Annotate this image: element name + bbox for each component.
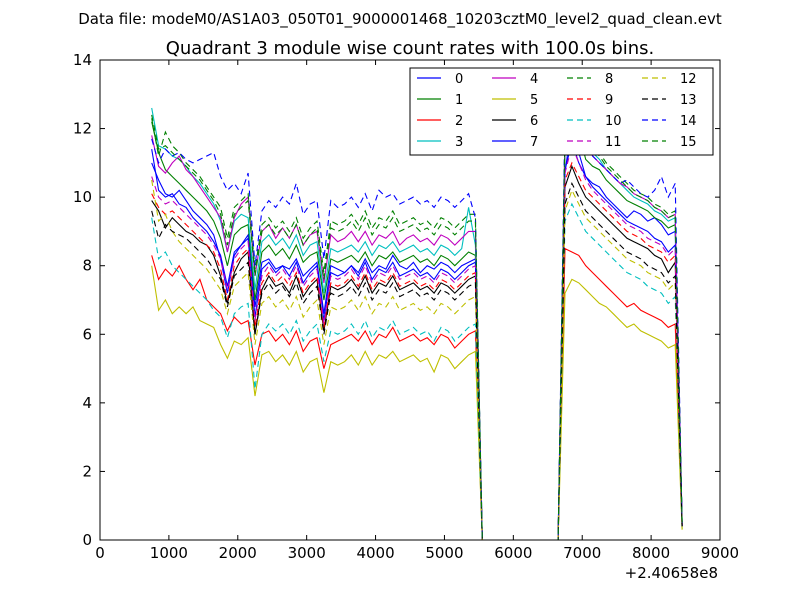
y-tick-label: 0 (82, 531, 92, 549)
legend-label-9: 9 (605, 93, 613, 108)
data-file-caption: Data file: modeM0/AS1A03_050T01_90000014… (78, 10, 722, 29)
x-tick-label: 4000 (356, 544, 394, 562)
legend-label-0: 0 (455, 72, 463, 87)
x-axis-offset-label: +2.40658e8 (625, 564, 718, 582)
plot-lines (151, 83, 683, 541)
legend-label-12: 12 (680, 72, 697, 87)
series-line-5 (151, 265, 683, 541)
legend-label-2: 2 (455, 114, 463, 129)
series-line-11 (151, 143, 683, 541)
y-tick-label: 10 (73, 188, 92, 206)
chart-title: Quadrant 3 module wise count rates with … (166, 38, 655, 59)
y-tick-label: 6 (82, 325, 92, 343)
y-tick-label: 4 (82, 394, 92, 412)
series-line-0 (151, 121, 683, 541)
series-line-15 (151, 99, 683, 541)
series-line-6 (151, 164, 683, 541)
legend-label-5: 5 (530, 93, 538, 108)
x-tick-label: 0 (95, 544, 105, 562)
series-line-1 (151, 111, 683, 541)
series-line-14 (151, 114, 683, 541)
legend-label-14: 14 (680, 114, 697, 129)
legend-label-8: 8 (605, 72, 613, 87)
series-line-7 (151, 140, 683, 541)
legend-label-7: 7 (530, 135, 538, 150)
x-tick-label: 1000 (150, 544, 188, 562)
x-tick-label: 8000 (632, 544, 670, 562)
y-tick-label: 8 (82, 257, 92, 275)
legend-label-4: 4 (530, 72, 538, 87)
x-tick-label: 9000 (701, 544, 739, 562)
legend-label-1: 1 (455, 93, 463, 108)
legend-label-11: 11 (605, 135, 622, 150)
x-tick-label: 5000 (425, 544, 463, 562)
y-tick-label: 12 (73, 120, 92, 138)
x-tick-label: 6000 (494, 544, 532, 562)
series-line-2 (151, 247, 683, 541)
legend-label-15: 15 (680, 135, 697, 150)
legend-label-13: 13 (680, 93, 697, 108)
series-line-4 (151, 120, 683, 541)
series-line-8 (151, 95, 683, 541)
x-tick-label: 2000 (219, 544, 257, 562)
x-axis: 0 1000 2000 3000 4000 5000 6000 7000 8000 9000 (95, 60, 739, 562)
y-tick-label: 2 (82, 462, 92, 480)
legend-label-10: 10 (605, 114, 622, 129)
series-line-12 (151, 179, 683, 541)
x-tick-label: 3000 (288, 544, 326, 562)
axes-frame (99, 59, 721, 541)
y-tick-label: 14 (73, 51, 92, 69)
series-line-9 (151, 161, 683, 541)
legend-label-3: 3 (455, 135, 463, 150)
legend-label-6: 6 (530, 114, 538, 129)
series-line-13 (151, 181, 683, 541)
x-tick-label: 7000 (563, 544, 601, 562)
